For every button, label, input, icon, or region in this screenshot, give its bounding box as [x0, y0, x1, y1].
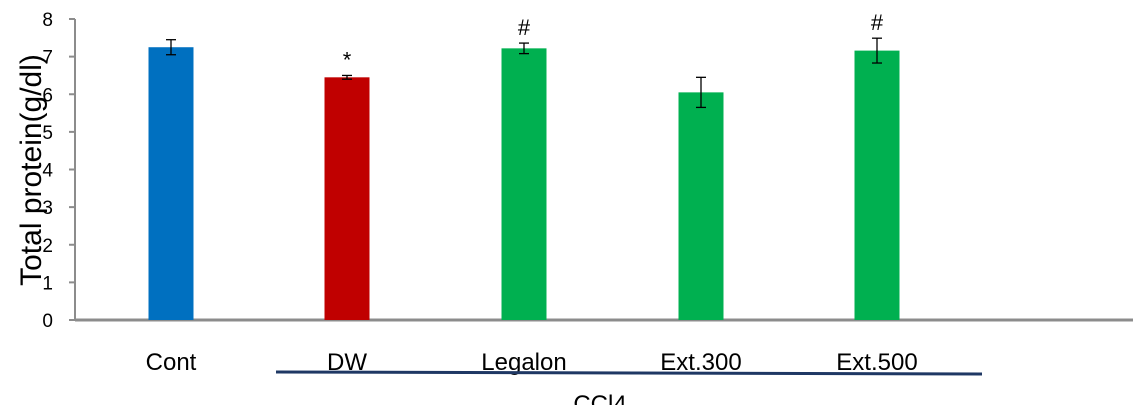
bars	[148, 47, 900, 321]
error-bar	[342, 74, 352, 80]
error-bars	[166, 37, 882, 109]
category-label: Ext.300	[660, 349, 741, 376]
y-tick-label: 5	[42, 123, 53, 144]
significance-mark: #	[518, 15, 531, 40]
y-tick-label: 2	[42, 236, 53, 257]
group-label: CCl4	[573, 391, 626, 405]
significance-mark: *	[343, 47, 352, 72]
bar	[324, 77, 370, 320]
y-axis-label: Total protein(g/dl)	[15, 54, 48, 286]
y-tick-label: 1	[42, 273, 53, 294]
bar	[501, 48, 547, 320]
group-bracket-line	[275, 370, 983, 376]
y-tick-label: 3	[42, 198, 53, 219]
significance-mark: #	[871, 10, 884, 35]
axes	[74, 19, 1133, 322]
bar	[678, 92, 724, 321]
y-tick-label: 0	[42, 311, 53, 332]
y-tick-label: 4	[42, 161, 53, 182]
error-bar	[166, 39, 176, 56]
category-label: Cont	[146, 349, 197, 376]
y-ticks: 0 1 2 3 4 5 6 7 8	[42, 10, 75, 332]
error-bar	[519, 42, 529, 55]
significance-marks: * # #	[343, 10, 884, 72]
bar	[854, 50, 900, 320]
category-label: Ext.500	[836, 349, 917, 376]
y-tick-label: 8	[42, 10, 53, 31]
error-bar	[696, 76, 706, 109]
error-bar	[872, 37, 882, 64]
y-tick-label: 7	[42, 48, 53, 69]
y-tick-label: 6	[42, 85, 53, 106]
bar	[148, 47, 194, 320]
